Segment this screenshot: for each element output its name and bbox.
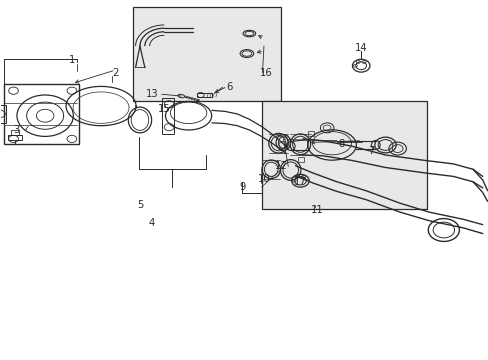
Text: 7: 7	[367, 147, 373, 157]
Bar	[0, 105, 6, 123]
Text: 6: 6	[226, 82, 233, 92]
Bar	[162, 98, 174, 134]
Text: 2: 2	[112, 68, 119, 78]
Bar	[261, 102, 426, 208]
Text: 3: 3	[13, 125, 19, 135]
Text: 12: 12	[274, 161, 287, 171]
Text: 15: 15	[158, 104, 170, 113]
Bar	[307, 131, 313, 136]
Bar	[4, 84, 79, 144]
Text: 8: 8	[338, 139, 344, 149]
Text: 11: 11	[310, 205, 323, 215]
Text: 14: 14	[354, 43, 367, 53]
Text: 1: 1	[68, 55, 75, 65]
Bar	[8, 135, 22, 140]
Bar	[11, 130, 19, 135]
Bar	[297, 157, 303, 162]
Bar	[197, 93, 211, 97]
Text: 9: 9	[239, 182, 245, 192]
Text: 10: 10	[257, 174, 270, 184]
Text: 16: 16	[260, 68, 272, 78]
Bar	[132, 7, 281, 102]
Text: 5: 5	[137, 200, 143, 210]
Text: 13: 13	[145, 89, 158, 99]
Text: 17: 17	[293, 177, 306, 187]
Text: 4: 4	[149, 218, 155, 228]
